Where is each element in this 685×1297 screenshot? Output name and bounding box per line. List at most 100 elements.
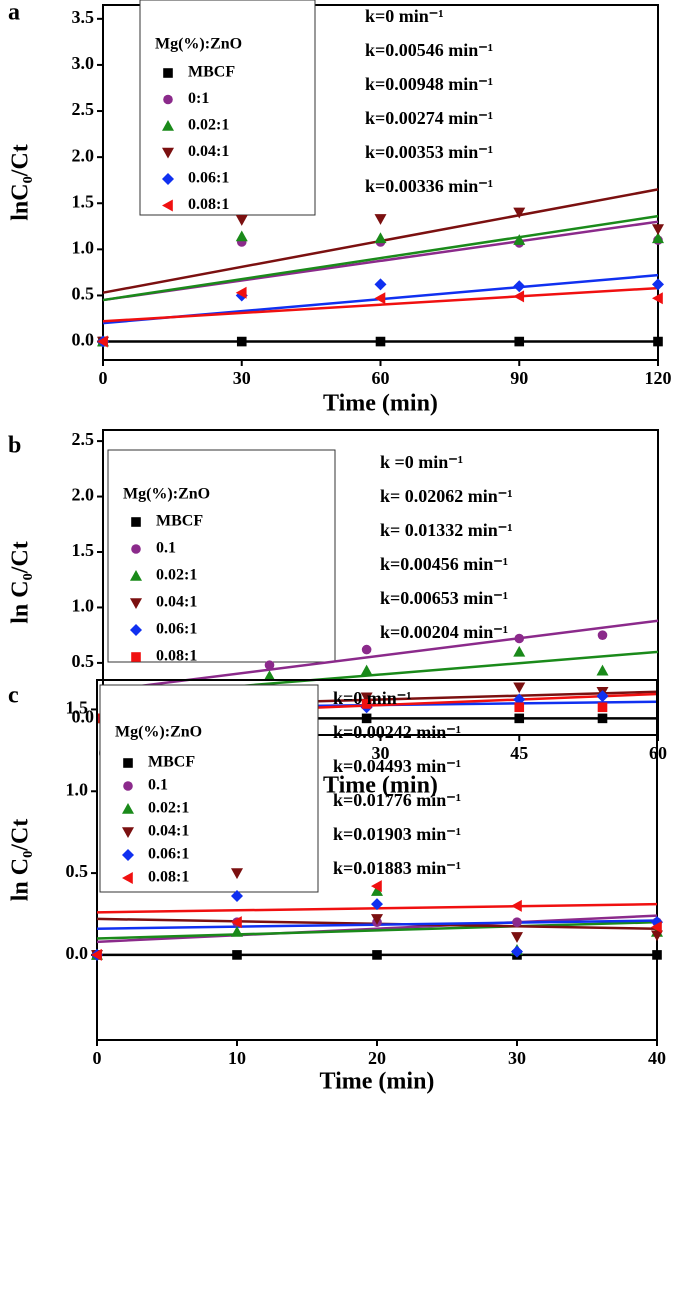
legend-label: 0.02:1 [148,800,189,817]
marker [371,914,383,925]
marker [131,652,141,662]
y-tick-label: 1.0 [72,237,95,257]
marker [652,278,664,291]
marker [371,885,383,896]
legend-label: 0.1 [156,540,176,557]
marker [596,664,609,676]
legend-label: 0.06:1 [156,621,197,638]
legend-label: 0.08:1 [188,196,229,213]
legend-title: Mg(%):ZnO [123,486,210,503]
marker [652,950,662,960]
marker [371,898,383,911]
annotation: k=0.00546 min⁻¹ [365,40,493,60]
y-tick-label: 1.5 [72,540,95,560]
x-tick-label: 90 [510,368,528,388]
marker [122,827,134,838]
x-axis-title: Time (min) [323,391,438,417]
legend-label: 0:1 [188,90,209,107]
legend-label: MBCF [188,64,235,81]
marker [163,94,173,105]
legend-label: 0.06:1 [188,170,229,187]
annotation: k=0.00336 min⁻¹ [365,176,493,196]
marker [264,660,275,670]
marker [513,234,526,245]
marker [231,916,242,929]
x-tick-label: 30 [372,743,390,763]
x-tick-label: 40 [648,1048,666,1068]
marker [360,664,373,676]
annotation: k=0 min⁻¹ [365,6,444,26]
y-tick-label: 0.0 [72,706,95,726]
fit-line [96,914,658,944]
y-tick-label: 3.0 [72,53,95,73]
marker [162,173,174,185]
marker [122,849,134,861]
legend-box [99,684,319,893]
marker [597,630,608,640]
panel-label: a [8,0,20,26]
marker [652,232,664,244]
marker [130,624,142,636]
marker [514,702,525,713]
legend-label: 0.02:1 [156,567,197,584]
marker [513,682,526,694]
marker [163,68,173,78]
y-tick-label: 0.0 [66,943,89,963]
marker [235,215,248,226]
marker [513,280,526,293]
marker [263,670,276,682]
y-tick-label: 0.0 [72,330,95,350]
marker [371,880,382,893]
x-tick-label: 20 [368,1048,386,1068]
marker [652,292,663,305]
annotation: k= 0.02062 min⁻¹ [380,486,513,506]
legend-label: MBCF [156,513,203,530]
marker [130,598,142,609]
legend-title: Mg(%):ZnO [115,724,202,741]
marker [511,899,522,912]
legend-label: 0.06:1 [148,846,189,863]
x-tick-label: 120 [645,368,672,388]
y-tick-label: 2.0 [72,485,95,505]
marker [162,199,173,212]
y-axis-title: ln C₀/Ct [8,541,34,624]
marker [374,232,387,244]
marker [511,932,523,943]
marker [97,335,108,348]
marker [597,713,608,724]
marker [513,645,526,657]
marker [235,230,248,242]
legend-box [107,449,336,663]
marker [374,292,386,305]
marker [652,224,664,236]
marker [512,917,522,927]
marker [361,713,372,724]
legend-label: MBCF [148,754,195,771]
marker [235,286,247,299]
annotation: k=0.00242 min⁻¹ [333,722,461,742]
panel-label: b [8,433,21,459]
y-tick-label: 1.0 [66,779,89,799]
y-axis-title: ln C₀/Ct [8,819,34,902]
marker [123,781,133,791]
fit-line [102,214,659,302]
x-axis-title: Time (min) [320,1069,435,1095]
fit-line [102,619,659,692]
annotation: k=0.00653 min⁻¹ [380,588,508,608]
annotation: k= 0.01332 min⁻¹ [380,520,513,540]
marker [231,890,243,902]
annotation: k=0 min⁻¹ [333,688,412,708]
marker [651,930,663,942]
y-tick-label: 0.5 [72,284,95,304]
legend-label: 0.04:1 [188,143,229,160]
marker [131,517,141,527]
marker [231,926,243,937]
x-tick-label: 30 [233,368,251,388]
legend-label: 0.1 [148,777,168,794]
annotation: k=0.00456 min⁻¹ [380,554,508,574]
annotation: k=0.01776 min⁻¹ [333,790,461,810]
y-tick-label: 0.5 [72,651,95,671]
y-tick-label: 1.5 [66,698,89,718]
marker [131,544,141,554]
